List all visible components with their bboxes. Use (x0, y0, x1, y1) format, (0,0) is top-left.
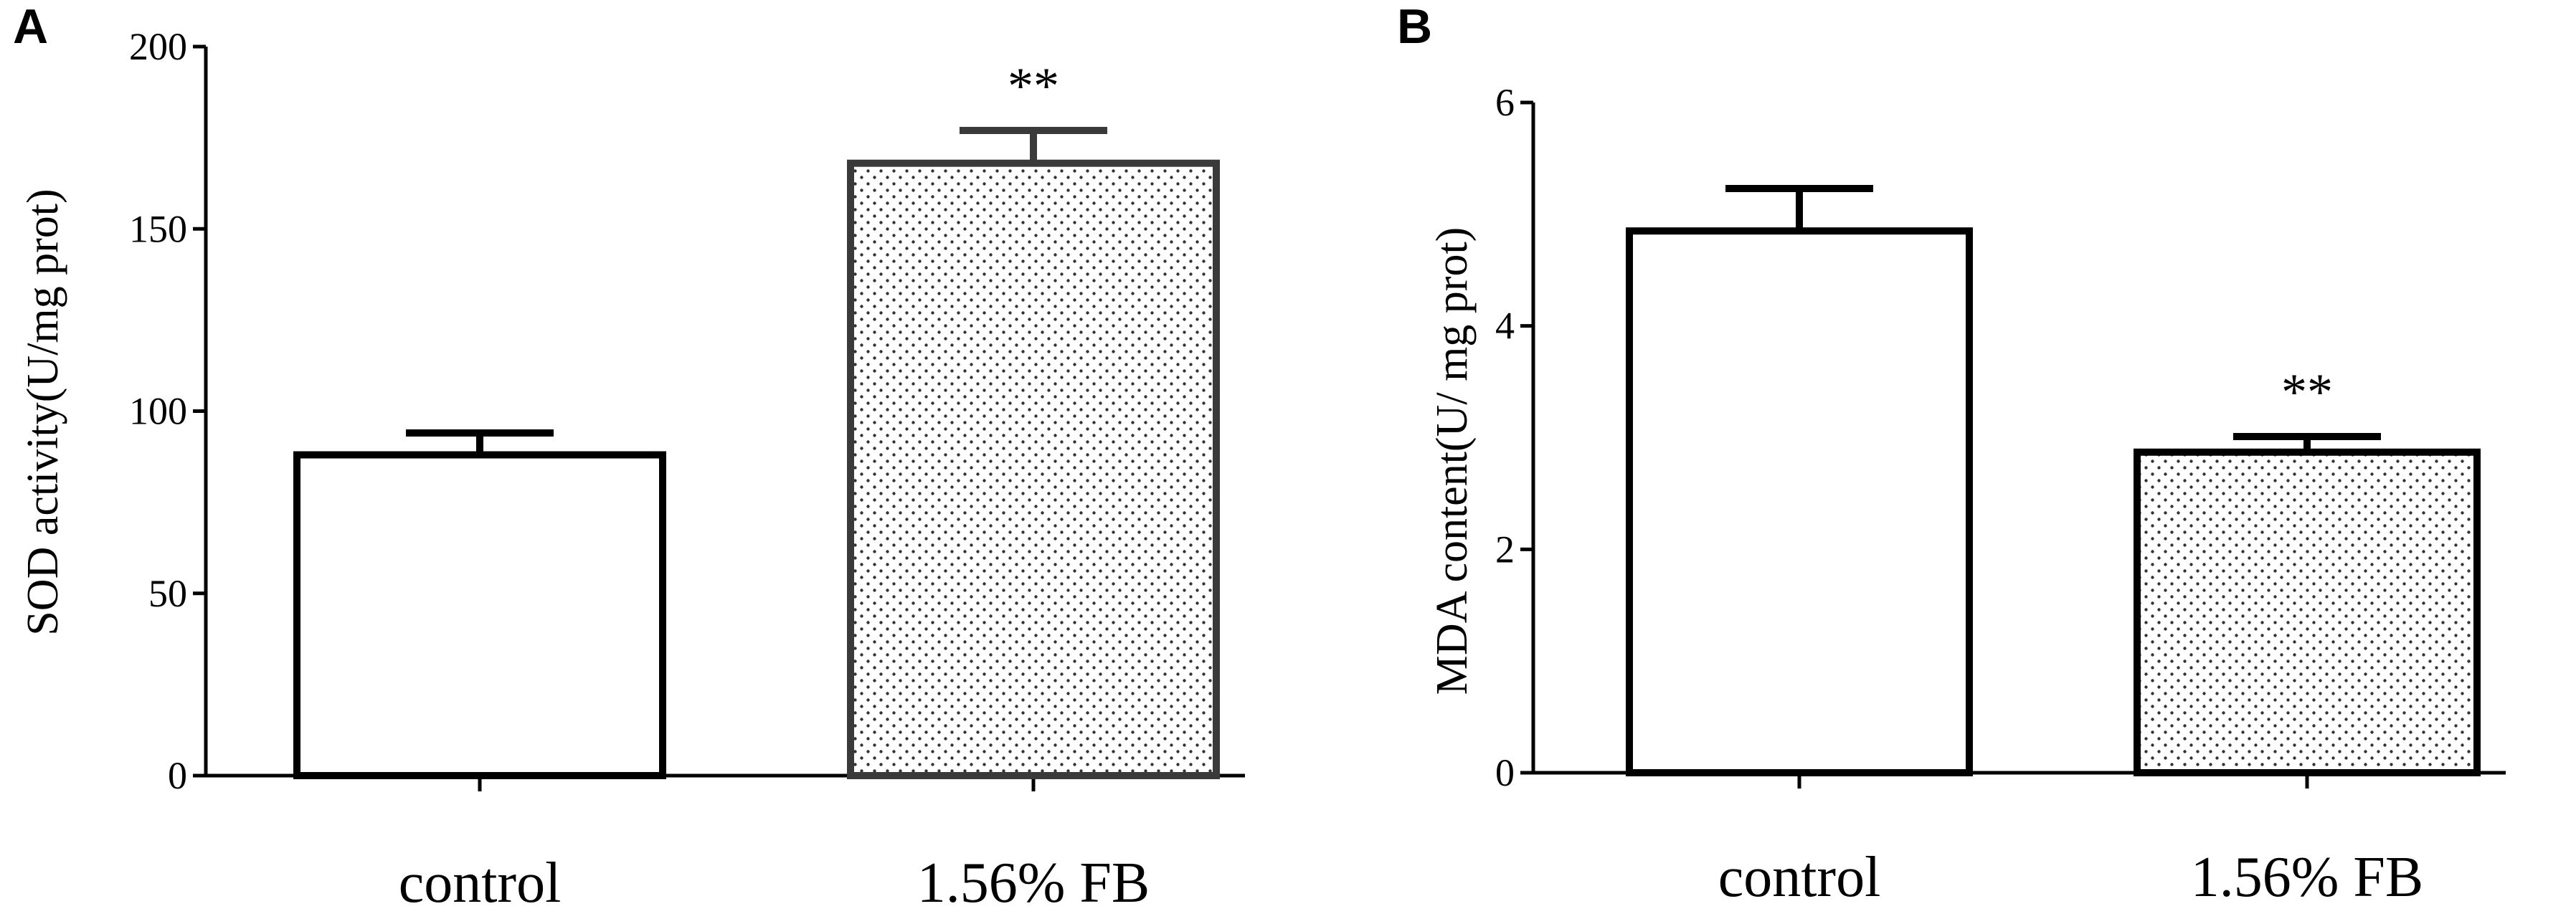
significance-label: ** (1008, 57, 1059, 115)
y-tick-label: 4 (1495, 305, 1515, 348)
x-category-label: 1.56% FB (2191, 846, 2424, 909)
y-tick-label: 150 (129, 207, 187, 250)
y-tick-label: 100 (129, 390, 187, 433)
y-tick-label: 2 (1495, 528, 1515, 571)
x-category-label: control (399, 852, 562, 915)
bar-1-56-fb (2134, 448, 2481, 777)
bar-control (1626, 227, 1973, 777)
y-tick-label: 200 (129, 25, 187, 68)
significance-label: ** (2281, 363, 2333, 421)
bar-control (293, 451, 666, 780)
y-tick-label: 0 (168, 754, 187, 797)
y-tick-label: 50 (148, 572, 187, 615)
y-tick-label: 6 (1495, 81, 1515, 124)
panel-letter: A (13, 0, 48, 54)
x-category-label: 1.56% FB (917, 852, 1150, 915)
y-tick-label: 0 (1495, 751, 1515, 794)
y-axis-title: SOD activity(U/mg prot) (19, 189, 67, 635)
panel-a: A SOD activity(U/mg prot) 0 50 100 150 200 co… (13, 0, 1245, 915)
x-category-label: control (1718, 846, 1881, 909)
y-axis-title: MDA content(U/ mg prot) (1428, 227, 1477, 695)
panel-b: B MDA content(U/ mg prot) 0 2 4 6 control 1.5… (1397, 0, 2506, 909)
bar-1-56-fb (847, 159, 1220, 780)
panel-letter: B (1397, 0, 1432, 54)
